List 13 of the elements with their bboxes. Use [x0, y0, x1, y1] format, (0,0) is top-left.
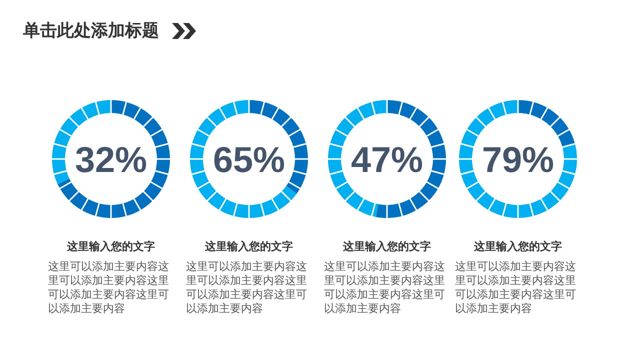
text: 这里输入您的文字: [342, 240, 432, 254]
text: 这里输入您的文字: [66, 240, 156, 254]
text: 单击此处添加标题: [23, 20, 159, 42]
text: 这里可以添加主要内容这里可以添加主要内容这里可以添加主要内容这里可以添加主要内容: [455, 260, 577, 316]
text: 这里输入您的文字: [204, 240, 294, 254]
text: 这里输入您的文字: [473, 240, 563, 254]
text: 79%: [482, 139, 554, 180]
text: 65%: [212, 139, 286, 180]
text: 47%: [350, 139, 424, 180]
text: 这里可以添加主要内容这里可以添加主要内容这里可以添加主要内容这里可以添加主要内容: [186, 260, 308, 316]
text: 32%: [74, 139, 148, 180]
text: 这里可以添加主要内容这里可以添加主要内容这里可以添加主要内容这里可以添加主要内容: [324, 260, 446, 316]
text: 这里可以添加主要内容这里可以添加主要内容这里可以添加主要内容这里可以添加主要内容: [48, 260, 170, 316]
